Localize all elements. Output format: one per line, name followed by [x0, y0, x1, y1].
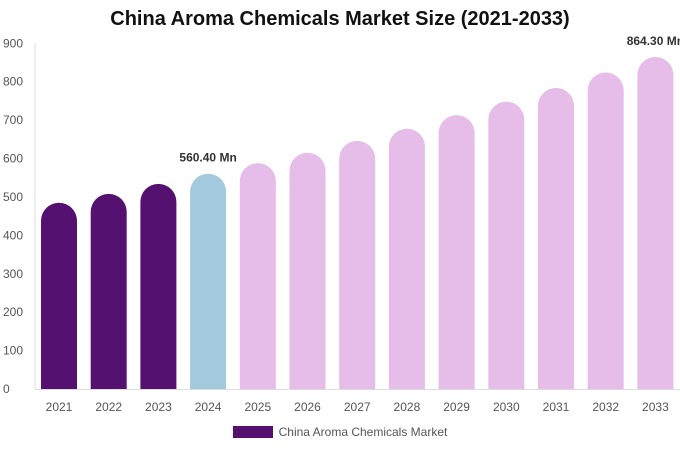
x-tick-label: 2032: [592, 400, 619, 414]
x-tick-label: 2021: [46, 400, 73, 414]
bar-2025: [239, 163, 276, 389]
legend: China Aroma Chemicals Market: [0, 425, 680, 439]
y-tick-label: 600: [3, 152, 23, 166]
y-tick-label: 0: [3, 382, 10, 396]
x-tick-label: 2029: [443, 400, 470, 414]
bar-2033: [637, 57, 674, 390]
x-tick-label: 2024: [195, 400, 222, 414]
chart-title: China Aroma Chemicals Market Size (2021-…: [110, 8, 570, 30]
y-tick-label: 300: [3, 267, 23, 281]
bar-2023: [140, 183, 177, 389]
bar-2031: [538, 87, 574, 390]
x-tick-label: 2025: [244, 400, 271, 414]
y-tick-label: 400: [3, 228, 23, 242]
x-tick-label: 2022: [95, 400, 122, 414]
x-tick-label: 2023: [145, 400, 172, 414]
bar-2021: [41, 202, 77, 389]
x-tick-label: 2028: [394, 400, 421, 414]
y-tick-label: 100: [3, 344, 23, 358]
x-tick-label: 2031: [543, 400, 570, 414]
x-tick-label: 2026: [294, 400, 321, 414]
y-tick-label: 200: [3, 305, 23, 319]
x-tick-label: 2027: [344, 400, 371, 414]
y-tick-label: 500: [3, 190, 23, 204]
y-tick-label: 800: [3, 75, 23, 89]
bar-2032: [587, 72, 624, 390]
data-label: 864.30 Mn: [627, 34, 680, 48]
x-tick-label: 2033: [642, 400, 669, 414]
x-tick-label: 2030: [493, 400, 520, 414]
y-tick-label: 900: [3, 36, 23, 50]
bar-2027: [339, 140, 376, 389]
legend-swatch: [232, 426, 273, 438]
data-label: 560.40 Mn: [179, 151, 236, 165]
bar-2030: [488, 101, 525, 389]
bar-2029: [438, 115, 475, 389]
bar-2026: [289, 152, 326, 389]
bar-2022: [90, 193, 127, 389]
legend-label: China Aroma Chemicals Market: [278, 425, 448, 439]
y-tick-label: 700: [3, 113, 23, 127]
bar-2024: [190, 173, 227, 389]
bar-2028: [388, 128, 425, 389]
